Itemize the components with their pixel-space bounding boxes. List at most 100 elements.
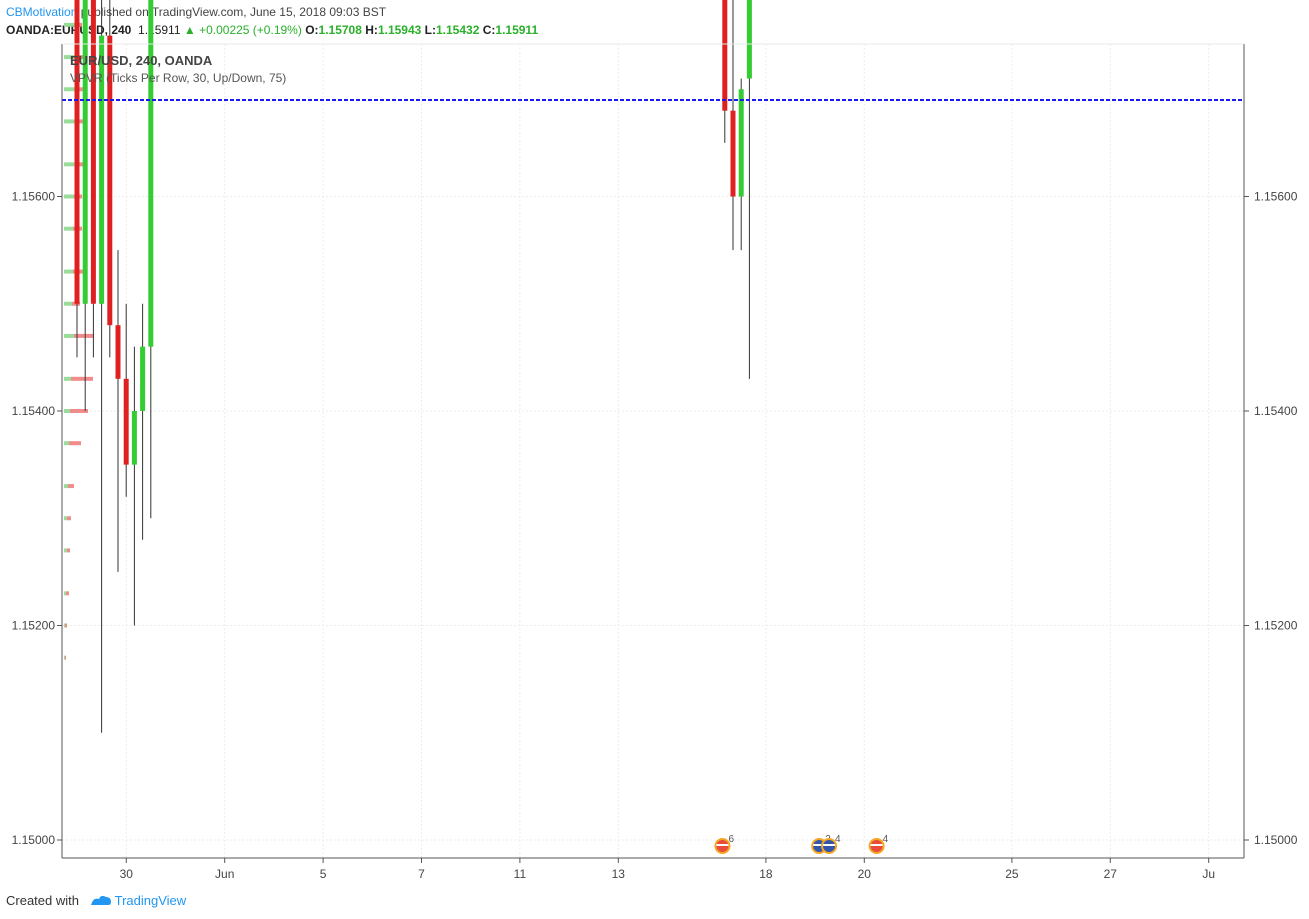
- vpvr-up-bar: [64, 55, 76, 60]
- vpvr-up-bar: [64, 269, 73, 274]
- close-label: C:: [482, 23, 496, 37]
- x-tick-label: 27: [1104, 867, 1118, 881]
- symbol-label: OANDA:EURUSD, 240: [6, 23, 132, 37]
- candle-body: [148, 0, 154, 347]
- y-tick-label-left: 1.15200: [12, 619, 56, 633]
- vpvr-down-bar: [66, 591, 69, 596]
- author-link[interactable]: CBMotivation: [6, 5, 78, 19]
- vpvr-up-bar: [64, 194, 74, 199]
- candle-body: [123, 378, 129, 465]
- candle-body: [722, 0, 728, 111]
- vpvr-up-bar: [64, 119, 76, 124]
- y-tick-label-left: 1.15600: [12, 190, 56, 204]
- candle-body: [74, 0, 80, 304]
- x-tick-label: 11: [514, 867, 527, 881]
- vpvr-up-bar: [64, 87, 77, 92]
- y-tick-label-right: 1.15200: [1254, 619, 1298, 633]
- event-count: 4: [835, 834, 841, 845]
- vpvr-up-bar: [64, 333, 74, 338]
- y-tick-label-right: 1.15600: [1254, 190, 1298, 204]
- vpvr-down-bar: [65, 623, 67, 628]
- low-label: L:: [424, 23, 436, 37]
- vpvr-down-bar: [74, 333, 94, 338]
- axes: 1.15000 1.15000 1.15200 1.15200 1.15400 1.154…: [12, 43, 1298, 881]
- y-tick-label-right: 1.15000: [1254, 833, 1298, 847]
- vpvr-up-bar: [64, 441, 69, 446]
- vpvr-up-bar: [64, 623, 65, 628]
- x-tick-label: 5: [320, 867, 327, 881]
- footer-brand[interactable]: TradingView: [114, 893, 187, 908]
- tradingview-logo-icon: [89, 893, 113, 910]
- price-change: ▲ +0.00225 (+0.19%): [183, 23, 302, 37]
- high-value: 1.15943: [377, 23, 422, 37]
- event-stripe: [823, 844, 836, 846]
- open-value: 1.15708: [318, 23, 362, 37]
- chart-title: EUR/USD, 240, OANDA: [70, 53, 213, 68]
- vpvr-down-bar: [77, 87, 85, 92]
- candle-body: [131, 411, 137, 465]
- x-tick-label: Jun: [215, 867, 234, 881]
- event-stripe: [870, 844, 883, 846]
- close-value: 1.15911: [495, 23, 539, 37]
- event-count: 4: [883, 834, 889, 845]
- candle-body: [82, 0, 88, 304]
- event-flag-icon: 6: [714, 834, 734, 854]
- high-label: H:: [365, 23, 378, 37]
- candle-body: [90, 0, 96, 304]
- event-flag-icon: 4: [821, 834, 841, 854]
- vpvr-up-bar: [64, 409, 70, 413]
- indicator-legend: VPVR (Ticks Per Row, 30, Up/Down, 75): [70, 71, 286, 85]
- candle-body: [140, 346, 146, 411]
- candle-body: [746, 0, 752, 79]
- y-tick-label-left: 1.15000: [12, 833, 56, 847]
- vpvr-down-bar: [67, 548, 70, 553]
- vpvr-up-bar: [64, 655, 65, 660]
- vpvr-down-bar: [76, 55, 84, 60]
- x-tick-label: 18: [759, 867, 773, 881]
- vpvr-up-bar: [64, 548, 67, 553]
- publish-header: CBMotivation published on TradingView.co…: [6, 4, 386, 20]
- vpvr-up-bar: [64, 516, 67, 521]
- candle-body: [730, 110, 736, 197]
- vpvr-down-bar: [71, 376, 93, 381]
- vpvr-down-bar: [70, 409, 88, 413]
- y-tick-label-left: 1.15400: [12, 404, 56, 418]
- candle-body: [99, 35, 105, 304]
- vpvr-up-bar: [64, 162, 75, 167]
- open-label: O:: [305, 23, 319, 37]
- vpvr-up-bar: [64, 226, 73, 231]
- vpvr-down-bar: [67, 516, 71, 521]
- event-stripe: [813, 844, 826, 846]
- economic-events: 6244: [714, 834, 889, 854]
- x-tick-label: 7: [418, 867, 425, 881]
- x-tick-label: Ju: [1202, 867, 1215, 881]
- footer: Created with TradingView: [6, 893, 186, 910]
- candle-body: [738, 89, 744, 197]
- candlesticks: [74, 0, 752, 733]
- publish-info: published on TradingView.com, June 15, 2…: [80, 5, 387, 19]
- y-tick-label-right: 1.15400: [1254, 404, 1298, 418]
- vpvr-up-bar: [64, 591, 66, 596]
- vpvr-up-bar: [64, 22, 75, 27]
- x-tick-label: 13: [612, 867, 626, 881]
- x-tick-label: 25: [1005, 867, 1019, 881]
- grid-lines: [62, 44, 1244, 858]
- vpvr-down-bar: [65, 655, 66, 660]
- vpvr-up-bar: [64, 301, 72, 306]
- vpvr-up-bar: [64, 484, 68, 489]
- candle-body: [107, 35, 113, 326]
- footer-created: Created with: [6, 893, 79, 908]
- x-tick-label: 20: [858, 867, 872, 881]
- event-flag-icon: 4: [868, 834, 889, 854]
- event-count: 6: [728, 834, 734, 845]
- low-value: 1.15432: [436, 23, 480, 37]
- vpvr-down-bar: [69, 441, 81, 446]
- candle-body: [115, 325, 121, 379]
- vpvr-down-bar: [76, 119, 85, 124]
- price-lines: EURUSD: [62, 98, 1244, 101]
- event-stripe: [716, 844, 729, 846]
- x-tick-label: 30: [120, 867, 134, 881]
- vpvr-down-bar: [68, 484, 74, 489]
- vpvr-up-bar: [64, 376, 71, 381]
